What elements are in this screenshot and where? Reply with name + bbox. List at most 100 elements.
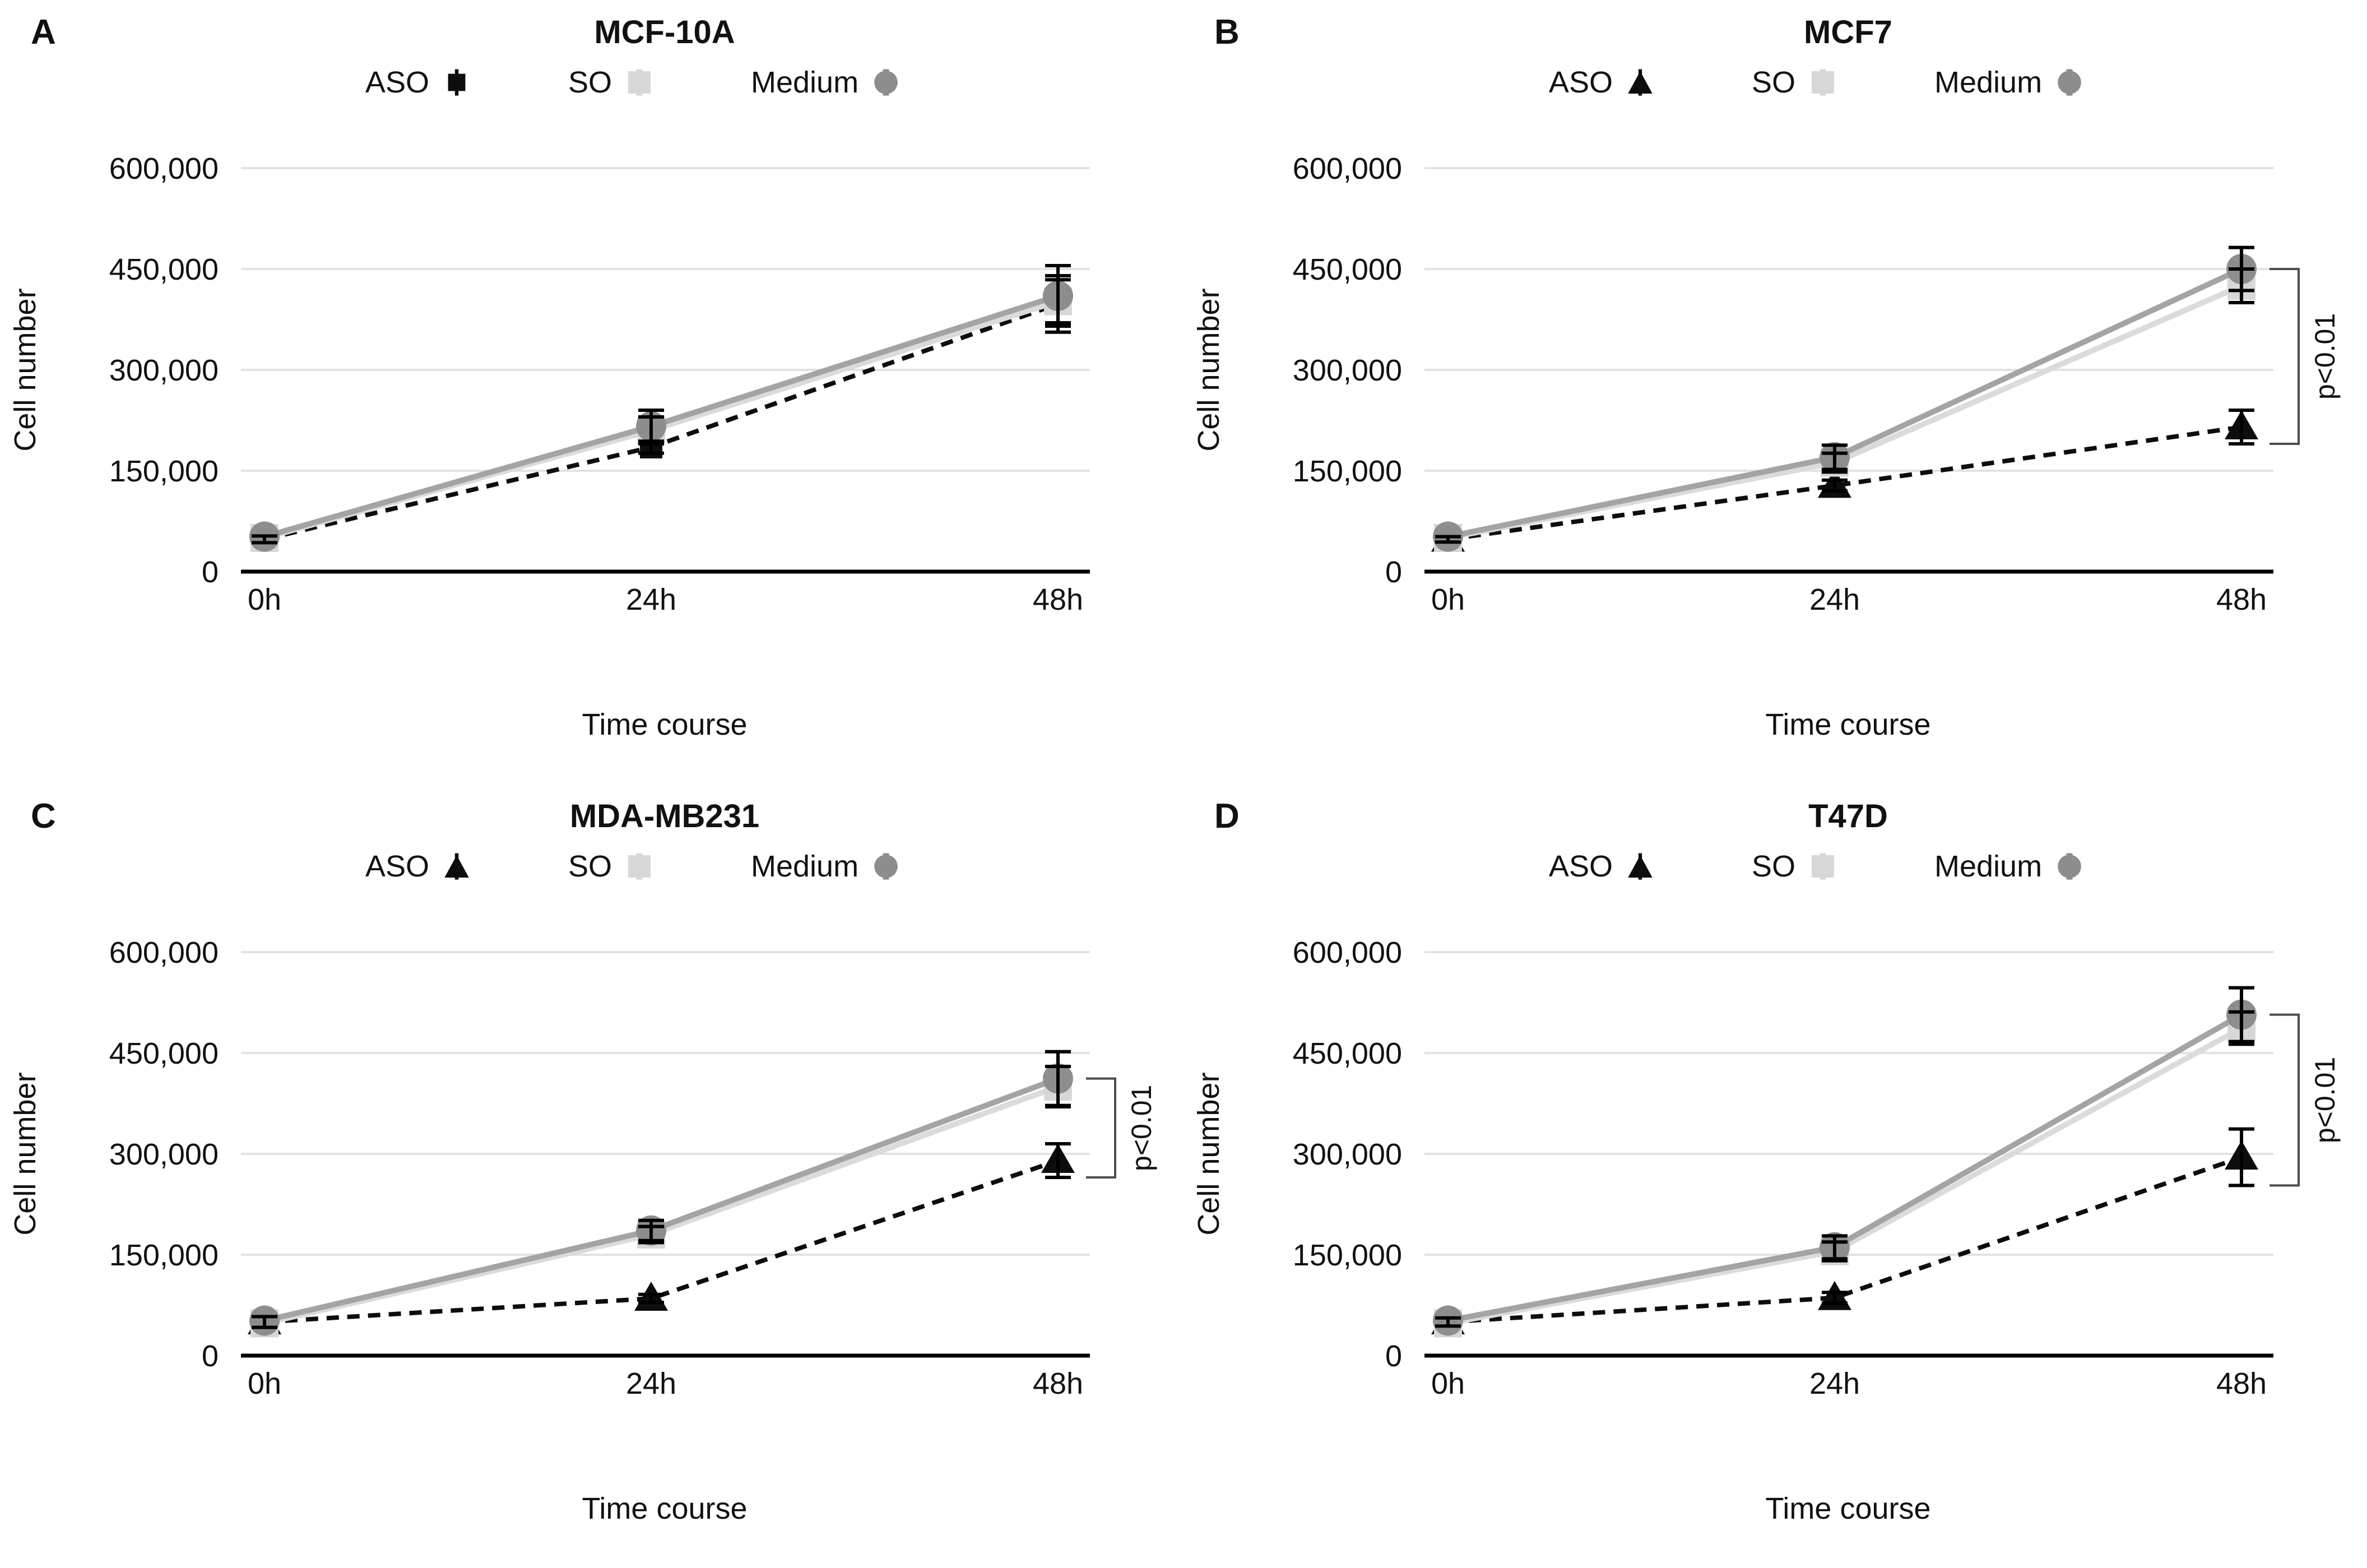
series-line-so (1447, 1026, 2243, 1326)
legend-label-medium: Medium (751, 850, 859, 883)
legend-marker-shape (2058, 855, 2081, 878)
legend: ASO SO Medium (1380, 849, 2255, 884)
y-tick-label: 600,000 (1293, 152, 1402, 185)
y-tick-label: 600,000 (1293, 936, 1402, 969)
significance-bracket (2269, 1013, 2300, 1187)
so-square-marker-icon (1812, 69, 1834, 96)
x-tick-label: 48h (1033, 583, 1083, 616)
panel-letter: A (31, 13, 56, 52)
x-tick-label: 0h (1431, 1367, 1465, 1400)
legend-marker-shape (2058, 71, 2081, 94)
legend-item-aso: ASO (1549, 65, 1656, 100)
legend-label-medium: Medium (1934, 850, 2043, 883)
legend-item-medium: Medium (751, 849, 902, 884)
series-line-aso (264, 1158, 1059, 1324)
legend-item-aso: ASO (365, 849, 473, 884)
x-tick-label: 24h (626, 583, 676, 616)
panel-title: MCF7 (1804, 14, 1892, 50)
x-tick-label: 24h (1809, 1367, 1860, 1400)
y-tick-label: 150,000 (109, 454, 219, 488)
significance-bracket (2269, 268, 2300, 445)
aso-triangle-marker-icon (444, 853, 469, 880)
y-tick-label: 150,000 (109, 1238, 219, 1272)
legend-label-so: SO (1751, 850, 1795, 883)
plot-area: 600,000 450,000 300,000 150,000 0 0h 24h 48h p<0… (109, 936, 1157, 1400)
panel-mcf10a: A MCF-10A ASO SO Medium Cell number 600,… (0, 0, 1184, 784)
legend-marker-shape (1628, 855, 1653, 878)
x-tick-label: 0h (248, 583, 281, 616)
x-axis-title: Time course (582, 708, 748, 741)
medium-circle-marker-icon (874, 853, 898, 880)
legend-label-so: SO (1751, 66, 1795, 99)
x-tick-label: 48h (1033, 1367, 1083, 1400)
x-tick-label: 24h (626, 1367, 676, 1400)
legend-marker-shape (874, 855, 898, 878)
legend: ASO SO Medium (196, 65, 1071, 100)
legend-marker-shape (444, 855, 469, 878)
aso-square-marker-icon (448, 69, 466, 96)
legend-item-aso: ASO (365, 65, 473, 100)
legend-marker-shape (628, 71, 651, 94)
panel-title: T47D (1808, 798, 1888, 834)
legend-marker-shape (1812, 71, 1834, 94)
y-tick-label: 150,000 (1293, 454, 1402, 488)
legend-label-medium: Medium (751, 66, 859, 99)
legend-item-so: SO (1752, 849, 1839, 884)
legend: ASO SO Medium (196, 849, 1071, 884)
panel-letter: C (31, 797, 56, 836)
x-tick-label: 24h (1809, 583, 1860, 616)
y-tick-label: 0 (1385, 1339, 1402, 1373)
legend-marker-shape (628, 855, 651, 878)
aso-triangle-marker-icon (1628, 853, 1653, 880)
so-square-marker-icon (628, 853, 651, 880)
panel-title: MCF-10A (594, 14, 735, 50)
series-line-medium (1447, 1012, 2243, 1324)
legend-item-medium: Medium (1934, 65, 2086, 100)
legend-label-so: SO (568, 66, 612, 99)
p-value-label: p<0.01 (2309, 1057, 2341, 1143)
x-tick-label: 0h (1431, 583, 1465, 616)
legend-item-so: SO (568, 65, 656, 100)
y-tick-label: 300,000 (109, 1138, 219, 1171)
panel-letter: D (1214, 797, 1240, 836)
y-tick-label: 300,000 (1293, 1138, 1402, 1171)
panel-letter: B (1214, 13, 1240, 52)
legend-label-aso: ASO (365, 850, 429, 883)
legend-label-aso: ASO (1548, 850, 1613, 883)
panel-mcf7: B MCF7 ASO SO Medium Cell number 600,000… (1184, 0, 2367, 784)
y-tick-label: 150,000 (1293, 1238, 1402, 1272)
legend-item-medium: Medium (751, 65, 902, 100)
plot-area: 600,000 450,000 300,000 150,000 0 0h 24h 48h p<0… (1293, 152, 2341, 616)
y-tick-label: 450,000 (1293, 253, 1402, 286)
y-tick-label: 450,000 (109, 253, 219, 286)
x-tick-label: 48h (2216, 583, 2267, 616)
x-axis-title: Time course (1765, 708, 1931, 741)
series-line-aso (1447, 425, 2242, 542)
y-tick-label: 450,000 (1293, 1037, 1402, 1070)
y-tick-label: 600,000 (109, 936, 219, 969)
legend-label-aso: ASO (1548, 66, 1613, 99)
legend-label-aso: ASO (365, 66, 429, 99)
medium-circle-marker-icon (874, 69, 898, 96)
so-square-marker-icon (628, 69, 651, 96)
plot-area: 600,000 450,000 300,000 150,000 0 0h 24h 48h p<0… (1293, 936, 2341, 1400)
p-value-label: p<0.01 (2309, 313, 2341, 400)
panel-title: MDA-MB231 (569, 798, 760, 834)
legend-item-aso: ASO (1549, 849, 1656, 884)
so-square-marker-icon (1812, 853, 1834, 880)
panel-mdamb231: C MDA-MB231 ASO SO Medium Cell number 60… (0, 784, 1184, 1568)
x-axis-title: Time course (1765, 1492, 1931, 1525)
legend-item-so: SO (1752, 65, 1839, 100)
medium-circle-marker-icon (2058, 69, 2081, 96)
medium-circle-marker-icon (2058, 853, 2081, 880)
significance-bracket (1086, 1077, 1116, 1179)
series-line-aso (1447, 1155, 2243, 1324)
plot-area: 600,000 450,000 300,000 150,000 0 0h 24h 48h (109, 152, 1090, 616)
legend-marker-shape (448, 73, 466, 91)
legend-marker-shape (1628, 71, 1653, 94)
y-tick-label: 450,000 (109, 1037, 219, 1070)
aso-triangle-marker-icon (1628, 69, 1653, 96)
x-tick-label: 48h (2216, 1367, 2267, 1400)
legend-item-medium: Medium (1934, 849, 2086, 884)
